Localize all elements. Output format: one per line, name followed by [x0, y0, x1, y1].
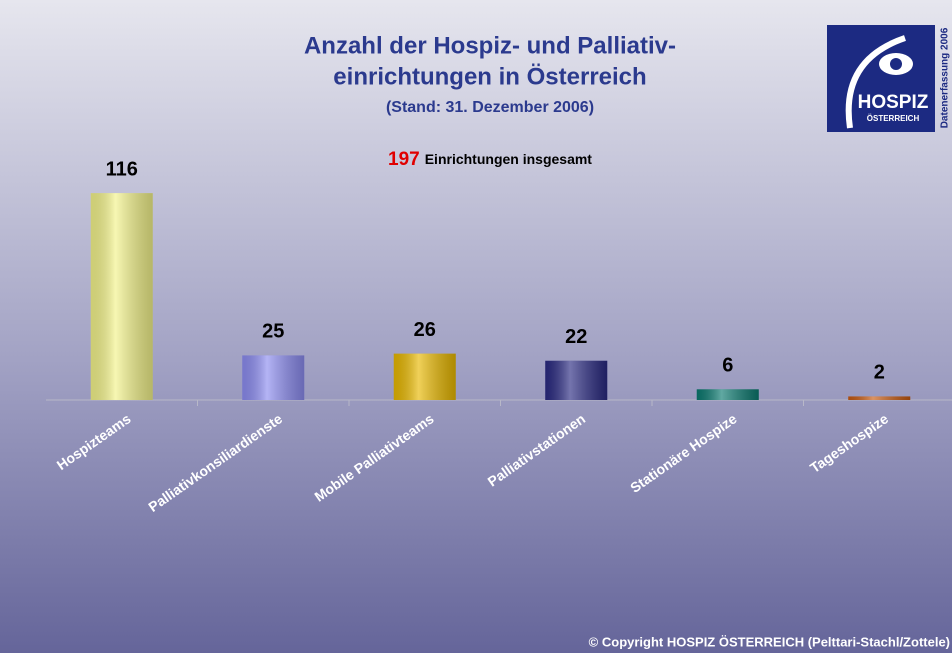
logo-box — [827, 25, 935, 132]
copyright: © Copyright HOSPIZ ÖSTERREICH (Pelttari-… — [589, 634, 950, 649]
bar-shine — [393, 353, 456, 400]
chart-title: einrichtungen in Österreich — [333, 63, 646, 90]
logo-name: HOSPIZ — [858, 92, 929, 113]
logo-pupil — [890, 58, 902, 70]
logo: HOSPIZ ÖSTERREICH Datenerfassung 2006 — [827, 25, 951, 132]
chart-subtitle: (Stand: 31. Dezember 2006) — [386, 99, 594, 116]
logo-arc — [845, 35, 906, 129]
bar-shine — [848, 396, 911, 400]
bar-shine — [545, 360, 608, 400]
chart-title: Anzahl der Hospiz- und Palliativ- — [304, 32, 676, 59]
annotation: 197 Einrichtungen insgesamt — [388, 149, 592, 170]
bar-shine — [242, 355, 305, 400]
bar-shine — [90, 193, 153, 400]
value-label: 26 — [414, 319, 436, 341]
value-label: 22 — [565, 326, 587, 348]
total: 197 — [388, 149, 420, 170]
total-text: Einrichtungen insgesamt — [425, 151, 593, 167]
value-label: 6 — [722, 355, 733, 377]
value-label: 2 — [874, 362, 885, 384]
logo-side-text: Datenerfassung 2006 — [940, 27, 951, 128]
bar-shine — [696, 389, 759, 400]
value-label: 116 — [106, 158, 138, 180]
value-label: 25 — [262, 321, 284, 343]
logo-country: ÖSTERREICH — [867, 114, 920, 123]
